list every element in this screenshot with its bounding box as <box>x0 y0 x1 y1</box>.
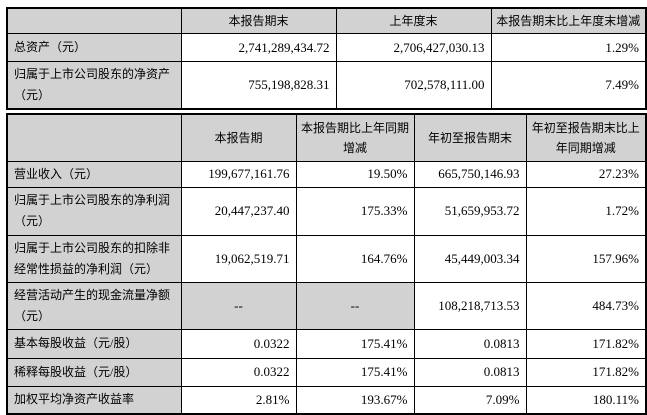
row-label-weighted-avg-roe: 加权平均净资产收益率 <box>6 385 182 415</box>
cell-value: 175.41% <box>295 328 415 359</box>
cell-value: 175.33% <box>295 186 415 236</box>
cell-value: 157.96% <box>525 234 647 283</box>
cell-value: 755,198,828.31 <box>180 61 337 110</box>
cell-value: 20,447,237.40 <box>180 186 297 236</box>
table-row: 经营活动产生的现金流量净额（元） -- -- 108,218,713.53 48… <box>6 281 647 330</box>
cell-value: 164.76% <box>295 234 415 283</box>
table-row: 归属于上市公司股东的净利润（元） 20,447,237.40 175.33% 5… <box>6 186 647 236</box>
cell-value: 108,218,713.53 <box>413 281 527 330</box>
row-label-net-assets: 归属于上市公司股东的净资产（元） <box>6 61 182 110</box>
row-label-operating-revenue: 营业收入（元） <box>6 160 182 188</box>
cell-value: 2,741,289,434.72 <box>180 33 337 62</box>
cell-value: 702,578,111.00 <box>335 61 492 110</box>
cell-value: 1.72% <box>525 186 647 236</box>
col-header-current-period: 本报告期 <box>180 113 297 162</box>
cell-value: 27.23% <box>525 160 647 188</box>
cell-value: 665,750,146.93 <box>413 160 527 188</box>
cell-value: 51,659,953.72 <box>413 186 527 236</box>
col-header-prior-year-end: 上年度末 <box>335 7 492 34</box>
cell-value: 2.81% <box>180 385 297 415</box>
table-row: 归属于上市公司股东的扣除非经常性损益的净利润（元） 19,062,519.71 … <box>6 234 647 283</box>
table-row: 基本每股收益（元/股） 0.0322 175.41% 0.0813 171.82… <box>6 328 647 359</box>
cell-value: 484.73% <box>525 281 647 330</box>
col-header-current-period-end: 本报告期末 <box>180 7 337 34</box>
reporting-period-table: 本报告期 本报告期比上年同期增减 年初至报告期末 年初至报告期末比上年同期增减 … <box>6 113 647 415</box>
cell-value: 175.41% <box>295 357 415 387</box>
cell-value: 0.0813 <box>413 357 527 387</box>
cell-value: 19,062,519.71 <box>180 234 297 283</box>
col-header-change-vs-prior-period: 本报告期比上年同期增减 <box>295 113 415 162</box>
cell-value: 45,449,003.34 <box>413 234 527 283</box>
cell-value: 2,706,427,030.13 <box>335 33 492 62</box>
row-label-total-assets: 总资产（元） <box>6 33 182 62</box>
cell-not-applicable: -- <box>180 281 297 330</box>
cell-value: 1.29% <box>490 33 647 62</box>
cell-not-applicable: -- <box>295 281 415 330</box>
col-header-ytd-change-vs-prior: 年初至报告期末比上年同期增减 <box>525 113 647 162</box>
cell-value: 0.0322 <box>180 357 297 387</box>
row-label-operating-cash-flow: 经营活动产生的现金流量净额（元） <box>6 281 182 330</box>
cell-value: 171.82% <box>525 357 647 387</box>
corner-header-cell <box>6 113 182 162</box>
cell-value: 0.0322 <box>180 328 297 359</box>
table-header-row: 本报告期末 上年度末 本报告期末比上年度末增减 <box>6 7 647 34</box>
row-label-net-profit-excl-nonrecurring: 归属于上市公司股东的扣除非经常性损益的净利润（元） <box>6 234 182 283</box>
corner-header-cell <box>6 7 182 34</box>
row-label-net-profit: 归属于上市公司股东的净利润（元） <box>6 186 182 236</box>
cell-value: 180.11% <box>525 385 647 415</box>
period-end-table: 本报告期末 上年度末 本报告期末比上年度末增减 总资产（元） 2,741,289… <box>6 7 647 110</box>
table-header-row: 本报告期 本报告期比上年同期增减 年初至报告期末 年初至报告期末比上年同期增减 <box>6 113 647 162</box>
cell-value: 19.50% <box>295 160 415 188</box>
col-header-year-to-date: 年初至报告期末 <box>413 113 527 162</box>
cell-value: 7.09% <box>413 385 527 415</box>
row-label-basic-eps: 基本每股收益（元/股） <box>6 328 182 359</box>
row-label-diluted-eps: 稀释每股收益（元/股） <box>6 357 182 387</box>
table-row: 加权平均净资产收益率 2.81% 193.67% 7.09% 180.11% <box>6 385 647 415</box>
table-row: 稀释每股收益（元/股） 0.0322 175.41% 0.0813 171.82… <box>6 357 647 387</box>
cell-value: 193.67% <box>295 385 415 415</box>
col-header-change-vs-prior-year-end: 本报告期末比上年度末增减 <box>490 7 647 34</box>
table-row: 归属于上市公司股东的净资产（元） 755,198,828.31 702,578,… <box>6 61 647 110</box>
cell-value: 199,677,161.76 <box>180 160 297 188</box>
cell-value: 0.0813 <box>413 328 527 359</box>
cell-value: 7.49% <box>490 61 647 110</box>
cell-value: 171.82% <box>525 328 647 359</box>
table-row: 营业收入（元） 199,677,161.76 19.50% 665,750,14… <box>6 160 647 188</box>
table-row: 总资产（元） 2,741,289,434.72 2,706,427,030.13… <box>6 33 647 62</box>
